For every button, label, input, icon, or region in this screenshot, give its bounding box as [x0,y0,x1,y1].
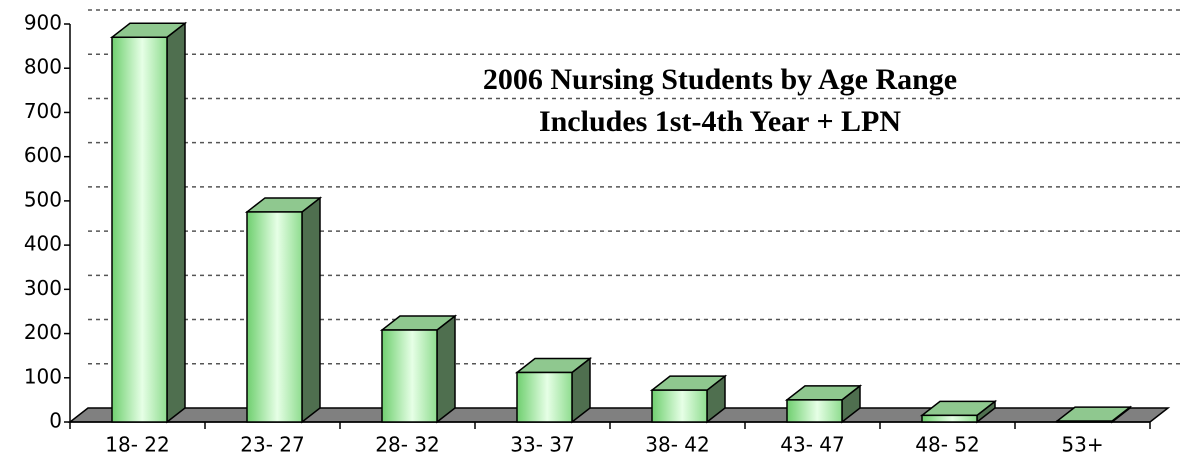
bar [379,314,458,424]
x-tick-label: 33- 37 [510,433,574,457]
bar-front [1056,420,1113,423]
chart-title: 2006 Nursing Students by Age Range [483,63,957,96]
bar [1054,405,1133,424]
bar-front [786,399,843,423]
y-tick-label: 100 [24,364,62,388]
y-tick-label: 800 [24,55,62,79]
y-tick-label: 700 [24,99,62,123]
x-tick-label: 43- 47 [780,433,844,457]
y-tick-label: 400 [24,232,62,256]
bar-side [436,314,456,424]
floor [67,407,1171,423]
y-tick-label: 900 [24,11,62,35]
x-tick-label: 18- 22 [105,433,169,457]
bar [514,356,593,424]
bar [244,196,323,424]
x-tick-label: 28- 32 [375,433,439,457]
y-tick-label: 200 [24,320,62,344]
y-tick-label: 0 [49,409,62,433]
bar-front [516,371,573,423]
bar-front [921,414,978,423]
bar-front [651,389,708,423]
y-tick-label: 600 [24,143,62,167]
bar [109,21,188,424]
bar-front [246,211,303,423]
bar [919,399,998,424]
x-tick-label: 53+ [1061,433,1103,457]
bar-side [166,21,186,424]
bar-front [381,329,438,423]
x-tick-label: 23- 27 [240,433,304,457]
y-tick-label: 300 [24,276,62,300]
bar-side [301,196,321,424]
x-tick-label: 38- 42 [645,433,709,457]
bar [784,384,863,424]
bar-front [111,36,168,423]
bar [649,374,728,424]
chart-subtitle: Includes 1st-4th Year + LPN [539,105,901,138]
x-tick-label: 48- 52 [915,433,979,457]
y-tick-label: 500 [24,187,62,211]
